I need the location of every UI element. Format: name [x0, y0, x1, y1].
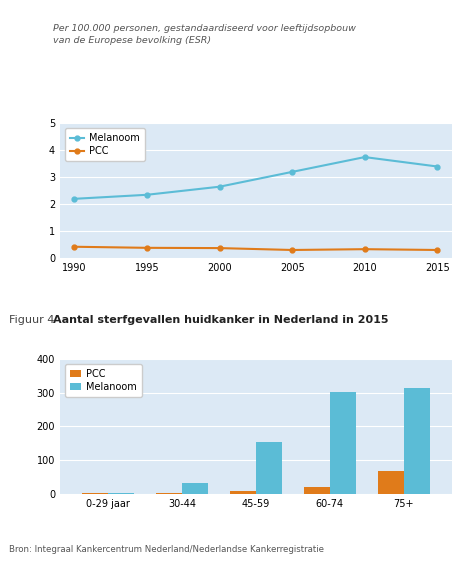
Bar — [330, 392, 356, 494]
Melanoom — [217, 183, 222, 190]
Line: Melanoom: Melanoom — [72, 155, 440, 201]
Line: PCC: PCC — [72, 245, 440, 252]
Bar — [230, 491, 256, 494]
Melanoom — [362, 154, 367, 160]
PCC — [435, 247, 440, 254]
Bar — [108, 493, 134, 494]
Melanoom — [435, 163, 440, 170]
Bar — [404, 388, 430, 494]
Bar — [156, 493, 182, 494]
Legend: Melanoom, PCC: Melanoom, PCC — [65, 128, 145, 161]
Melanoom — [144, 191, 150, 198]
Text: Aantal sterfgevallen huidkanker in Nederland in 2015: Aantal sterfgevallen huidkanker in Neder… — [53, 315, 389, 325]
Melanoom — [71, 195, 77, 202]
PCC — [217, 245, 222, 251]
Text: Bron: Integraal Kankercentrum Nederland/Nederlandse Kankerregistratie: Bron: Integraal Kankercentrum Nederland/… — [9, 545, 324, 554]
Melanoom — [290, 168, 295, 175]
PCC — [290, 247, 295, 254]
PCC — [71, 243, 77, 250]
Legend: PCC, Melanoom: PCC, Melanoom — [65, 364, 142, 397]
Bar — [304, 487, 330, 494]
PCC — [144, 245, 150, 251]
Text: Per 100.000 personen, gestandaardiseerd voor leeftijdsopbouw
van de Europese bev: Per 100.000 personen, gestandaardiseerd … — [53, 25, 356, 45]
Text: Figuur 4: Figuur 4 — [9, 315, 54, 325]
Bar — [256, 442, 282, 494]
PCC — [362, 246, 367, 252]
Bar — [378, 471, 404, 494]
Bar — [182, 482, 208, 494]
